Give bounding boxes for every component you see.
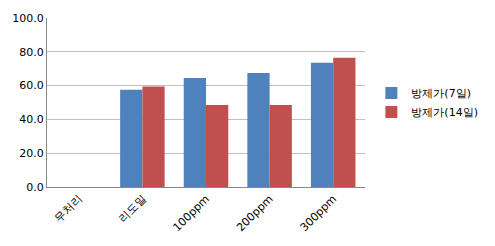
- svg-text:60.0: 60.0: [19, 79, 44, 92]
- svg-text:300ppm: 300ppm: [298, 193, 339, 234]
- svg-text:리도밀: 리도밀: [116, 193, 149, 226]
- svg-text:20.0: 20.0: [19, 147, 44, 160]
- svg-text:무처리: 무처리: [52, 193, 85, 226]
- svg-text:100ppm: 100ppm: [171, 193, 212, 234]
- svg-text:방제가(7일): 방제가(7일): [411, 87, 471, 100]
- svg-text:100.0: 100.0: [12, 12, 44, 25]
- svg-text:방제가(14일): 방제가(14일): [411, 106, 478, 119]
- svg-text:80.0: 80.0: [19, 46, 44, 59]
- svg-text:0.0: 0.0: [26, 181, 44, 194]
- svg-text:200ppm: 200ppm: [234, 193, 275, 234]
- svg-text:40.0: 40.0: [19, 113, 44, 126]
